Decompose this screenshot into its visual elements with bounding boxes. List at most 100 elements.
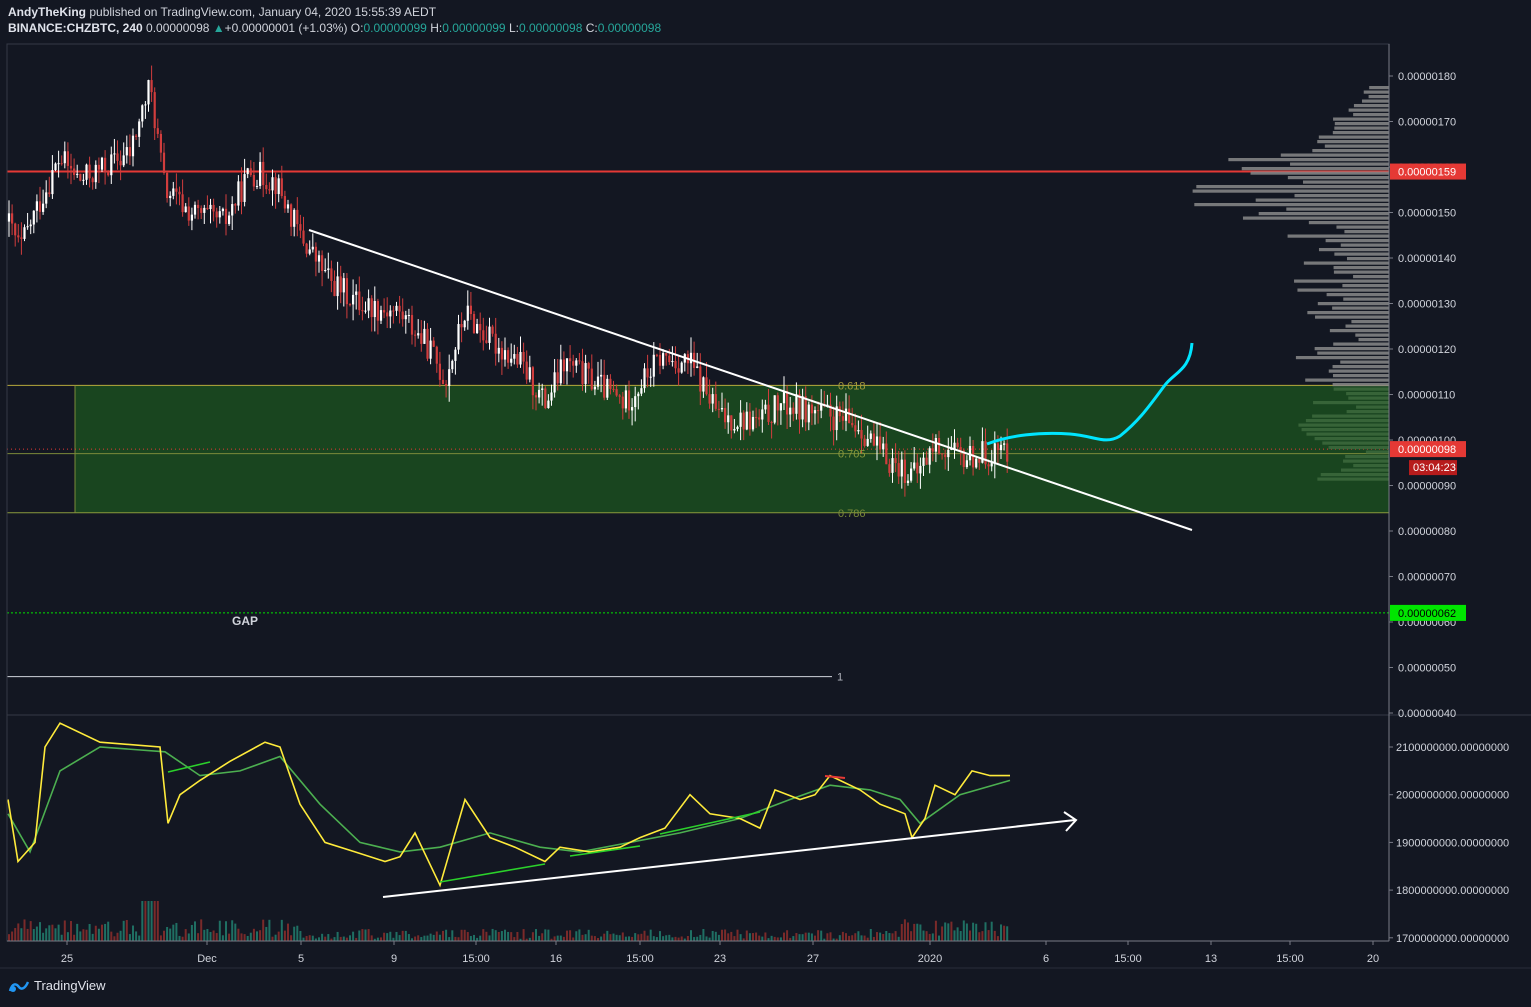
- volume-bar: [144, 901, 147, 941]
- candle-body: [29, 224, 32, 227]
- candle-body: [110, 154, 113, 176]
- candle-body: [395, 305, 398, 311]
- volume-bar: [690, 930, 692, 941]
- candle-body: [407, 315, 410, 317]
- candle-body: [624, 390, 627, 409]
- candle-body: [578, 360, 581, 362]
- resistance-price-label: 0.00000159: [1398, 167, 1456, 179]
- candle-body: [488, 326, 491, 343]
- volume-bar: [314, 938, 317, 941]
- volume-bar: [60, 934, 63, 941]
- candle-body: [714, 394, 717, 409]
- volume-profile-bar: [1334, 126, 1389, 130]
- candle-body: [463, 320, 466, 328]
- volume-bar: [659, 931, 661, 941]
- candle-body: [379, 310, 383, 321]
- candle-body: [528, 367, 531, 380]
- volume-bar: [779, 937, 782, 941]
- candle-body: [321, 255, 324, 271]
- candle-body: [491, 326, 494, 334]
- volume-bar: [283, 930, 286, 941]
- volume-bar: [897, 936, 900, 941]
- price-tick-label: 0.00000110: [1398, 390, 1455, 402]
- volume-profile-bar: [1361, 99, 1389, 103]
- price-tick-label: 0.00000120: [1398, 344, 1456, 356]
- volume-bar: [82, 929, 85, 941]
- volume-bar: [730, 931, 733, 941]
- brand-label[interactable]: TradingView: [34, 978, 106, 993]
- volume-bar: [132, 925, 134, 941]
- candle-body: [228, 215, 231, 224]
- volume-bar: [476, 937, 479, 941]
- volume-bar: [302, 937, 305, 941]
- candle-body: [218, 211, 221, 218]
- candle-body: [866, 438, 869, 446]
- osc-tick-label: 1900000000.00000000: [1396, 837, 1509, 849]
- volume-bar: [879, 932, 882, 941]
- candle-body: [209, 204, 212, 210]
- volume-profile-bar: [1298, 423, 1389, 427]
- volume-bar: [339, 936, 342, 941]
- volume-bar: [556, 935, 559, 941]
- volume-bar: [482, 929, 485, 941]
- volume-profile-bar: [1332, 306, 1389, 310]
- candle-body: [277, 178, 280, 195]
- candle-body: [885, 443, 888, 465]
- volume-bar: [91, 933, 94, 941]
- volume-profile-bar: [1306, 432, 1389, 436]
- candle-body: [637, 393, 640, 397]
- volume-bar: [256, 931, 258, 941]
- volume-bar: [355, 937, 358, 941]
- candle-body: [931, 448, 934, 452]
- volume-bar: [101, 924, 103, 941]
- candle-body: [559, 359, 562, 384]
- time-tick-label: 13: [1205, 953, 1217, 965]
- volume-bar: [996, 936, 999, 941]
- author-name[interactable]: AndyTheKing: [8, 5, 86, 19]
- volume-bar: [510, 932, 513, 941]
- volume-bar: [783, 932, 785, 941]
- candle-body: [801, 396, 804, 420]
- volume-profile-bar: [1329, 329, 1389, 333]
- volume-bar: [745, 930, 748, 941]
- volume-bar: [851, 935, 854, 941]
- volume-bar: [931, 933, 934, 941]
- volume-bar: [280, 919, 283, 941]
- candle-body: [627, 390, 631, 411]
- candle-body: [345, 278, 348, 305]
- candle-body: [482, 330, 485, 341]
- osc-tick-label: 2100000000.00000000: [1396, 742, 1509, 754]
- volume-bar: [795, 933, 798, 941]
- candle-body: [290, 204, 293, 227]
- volume-bar: [959, 931, 962, 941]
- candle-body: [122, 155, 125, 166]
- volume-bar: [153, 901, 156, 941]
- volume-bar: [423, 935, 426, 941]
- volume-bar: [758, 935, 761, 941]
- volume-bar: [1000, 924, 1002, 941]
- candle-body: [640, 388, 643, 394]
- candle-body: [612, 388, 615, 390]
- volume-bar: [262, 919, 265, 941]
- volume-bar: [609, 934, 612, 941]
- volume-bar: [401, 930, 404, 941]
- candle-body: [643, 368, 646, 389]
- time-tick-label: 9: [391, 953, 397, 965]
- candle-body: [131, 135, 135, 157]
- symbol-name[interactable]: BINANCE:CHZBTC, 240: [8, 21, 143, 35]
- volume-bar: [975, 923, 978, 941]
- volume-bar: [466, 932, 469, 941]
- volume-bar: [274, 934, 277, 941]
- volume-bar: [603, 933, 606, 941]
- candle-body: [243, 174, 246, 202]
- volume-bar: [572, 937, 575, 941]
- candle-body: [324, 270, 327, 272]
- gap-annotation: GAP: [232, 614, 258, 628]
- candle-body: [798, 394, 801, 420]
- candle-body: [234, 204, 237, 206]
- candle-body: [875, 436, 879, 446]
- candle-body: [854, 425, 857, 432]
- candle-body: [190, 214, 193, 221]
- candle-body: [621, 396, 624, 409]
